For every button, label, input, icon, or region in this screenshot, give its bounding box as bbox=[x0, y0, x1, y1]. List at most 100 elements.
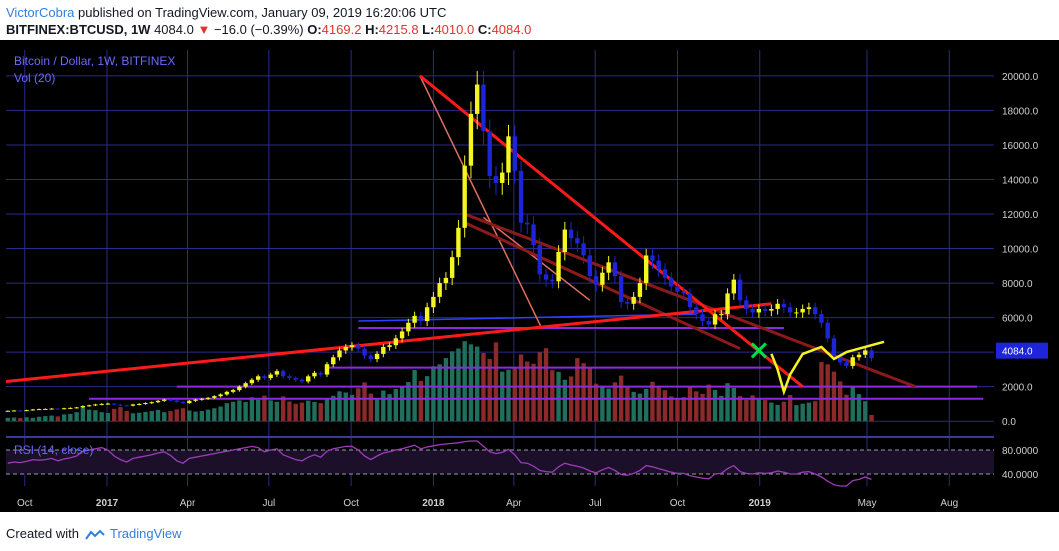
candle-body bbox=[487, 131, 492, 177]
candle-body bbox=[30, 409, 36, 411]
candle-body bbox=[199, 398, 205, 400]
volume-bar bbox=[168, 411, 173, 422]
candle-body bbox=[287, 376, 292, 379]
y-tick-label: 18000.0 bbox=[1002, 106, 1039, 117]
candle-body bbox=[343, 346, 348, 351]
projection-path bbox=[770, 340, 885, 396]
volume-bar bbox=[762, 400, 768, 422]
volume-bar bbox=[662, 390, 668, 422]
candle-body bbox=[268, 374, 273, 379]
volume-bar bbox=[575, 358, 580, 422]
candle-body bbox=[500, 172, 505, 183]
volume-bar bbox=[819, 362, 824, 422]
volume-bar bbox=[362, 382, 367, 422]
volume-bar bbox=[393, 389, 399, 422]
candle-body bbox=[787, 307, 793, 313]
candle-body bbox=[111, 403, 117, 405]
projection-overlay[interactable] bbox=[750, 340, 885, 396]
volume-bar bbox=[224, 403, 230, 422]
volume-bar bbox=[199, 411, 205, 422]
publish-line: VictorCobra published on TradingView.com… bbox=[6, 5, 446, 20]
candle-body bbox=[637, 283, 643, 297]
candle-body bbox=[462, 165, 467, 228]
candle-body bbox=[118, 404, 123, 406]
volume-bar bbox=[631, 391, 636, 422]
author-link[interactable]: VictorCobra bbox=[6, 5, 75, 20]
volume-bar bbox=[781, 401, 787, 422]
candle-body bbox=[650, 255, 655, 261]
candle-body bbox=[443, 277, 449, 284]
tradingview-logo-icon bbox=[84, 529, 105, 540]
volume-bar bbox=[418, 380, 424, 422]
volume-bar bbox=[205, 409, 211, 422]
volume-bar bbox=[68, 413, 73, 422]
candle-body bbox=[99, 403, 104, 405]
candle-body bbox=[762, 308, 768, 311]
volume-bar bbox=[719, 395, 724, 422]
volume-bar bbox=[744, 399, 749, 422]
candle-body bbox=[61, 408, 67, 410]
candle-body bbox=[18, 410, 23, 412]
price-chart[interactable]: 0.02000.04000.06000.08000.010000.012000.… bbox=[0, 40, 1059, 512]
candle-body bbox=[349, 345, 355, 347]
candle-body bbox=[587, 255, 593, 277]
volume-bar bbox=[850, 386, 855, 422]
volume-label: Vol (20) bbox=[14, 71, 55, 85]
volume-bar bbox=[487, 358, 492, 422]
candle-body bbox=[518, 170, 524, 223]
candle-body bbox=[437, 283, 442, 297]
volume-bar bbox=[456, 348, 461, 422]
candle-body bbox=[74, 407, 79, 409]
candle-body bbox=[280, 371, 286, 377]
volume-bar bbox=[11, 417, 17, 422]
candle-body bbox=[5, 410, 10, 412]
x-tick-label: 2018 bbox=[422, 498, 445, 509]
volume-bar bbox=[180, 408, 186, 422]
volume-bar bbox=[863, 401, 868, 422]
volume-bar bbox=[443, 358, 449, 422]
y-tick-label: 8000.0 bbox=[1002, 279, 1033, 290]
x-tick-label: Jul bbox=[589, 498, 602, 509]
volume-bar bbox=[756, 398, 762, 422]
candles bbox=[5, 71, 874, 412]
volume-bar bbox=[800, 403, 805, 422]
volume-bar bbox=[74, 412, 79, 422]
candle-body bbox=[312, 372, 317, 377]
volume-bar bbox=[255, 399, 261, 422]
volume-bar bbox=[500, 371, 505, 422]
volume-bar bbox=[675, 398, 680, 422]
volume-bar bbox=[105, 413, 111, 422]
x-tick-label: 2019 bbox=[749, 498, 772, 509]
candle-body bbox=[68, 407, 73, 409]
tradingview-link[interactable]: TradingView bbox=[110, 526, 182, 541]
volume-bar bbox=[637, 393, 643, 422]
candle-body bbox=[130, 404, 136, 406]
volume-bar bbox=[775, 404, 780, 422]
candle-body bbox=[255, 376, 261, 380]
candle-body bbox=[155, 400, 161, 403]
candle-body bbox=[493, 176, 499, 183]
volume-bar bbox=[93, 410, 98, 422]
candle-body bbox=[712, 314, 718, 325]
candle-body bbox=[137, 403, 142, 405]
candle-body bbox=[24, 410, 29, 412]
volume-bar bbox=[306, 400, 311, 422]
candle-body bbox=[831, 338, 837, 356]
candle-body bbox=[850, 357, 855, 366]
rsi-line bbox=[7, 440, 872, 487]
volume-bar bbox=[49, 415, 54, 422]
candle-body bbox=[406, 322, 411, 332]
volume-bar bbox=[274, 401, 280, 422]
x-marker-icon bbox=[750, 342, 767, 359]
volume-bar bbox=[844, 394, 849, 422]
candle-body bbox=[737, 279, 743, 301]
candle-body bbox=[93, 404, 98, 406]
candle-body bbox=[337, 350, 342, 358]
axes: 0.02000.04000.06000.08000.010000.012000.… bbox=[17, 72, 1048, 509]
volume-bar bbox=[694, 391, 699, 422]
volume-bar bbox=[581, 363, 586, 422]
volume-bar bbox=[243, 402, 248, 422]
y-tick-label: 14000.0 bbox=[1002, 175, 1039, 186]
x-tick-label: 2017 bbox=[96, 498, 119, 509]
volume-bar bbox=[550, 370, 555, 422]
